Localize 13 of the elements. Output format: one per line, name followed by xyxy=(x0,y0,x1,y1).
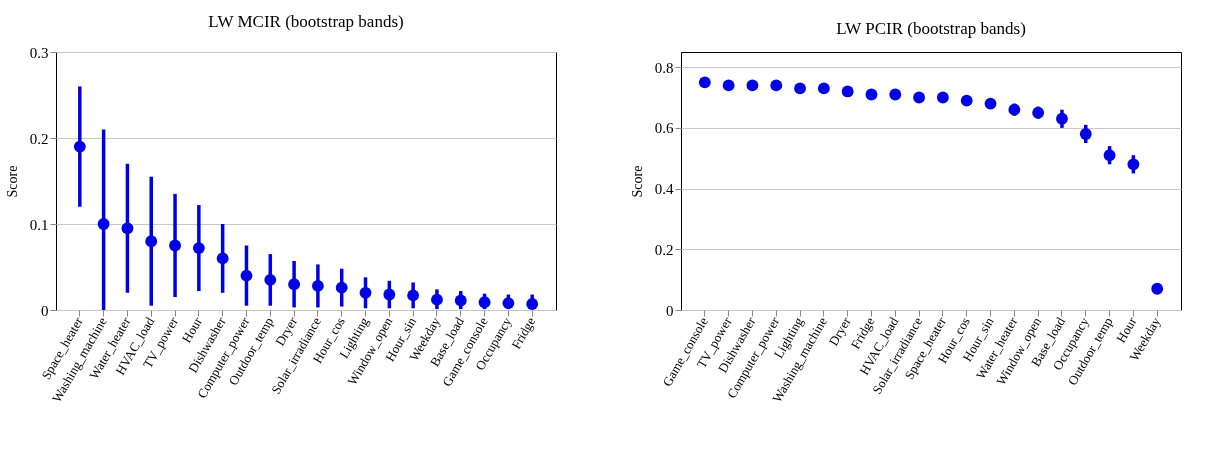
y-tick-label: 0.2 xyxy=(29,130,49,147)
y-tick-label: 0 xyxy=(666,302,674,319)
y-axis-title: Score xyxy=(629,165,645,198)
y-tick-label: 0.2 xyxy=(654,241,674,258)
y-tick-label: 0.3 xyxy=(29,44,49,61)
y-tick-label: 0.6 xyxy=(654,120,674,137)
y-tick-label: 0.1 xyxy=(29,216,49,233)
y-tick-label: 0.4 xyxy=(654,181,674,198)
chart-title: LW MCIR (bootstrap bands) xyxy=(208,12,404,31)
y-axis-title: Score xyxy=(4,165,20,198)
y-tick-label: 0 xyxy=(41,302,49,319)
chart-title: LW PCIR (bootstrap bands) xyxy=(836,19,1026,38)
y-tick-label: 0.8 xyxy=(654,59,674,76)
